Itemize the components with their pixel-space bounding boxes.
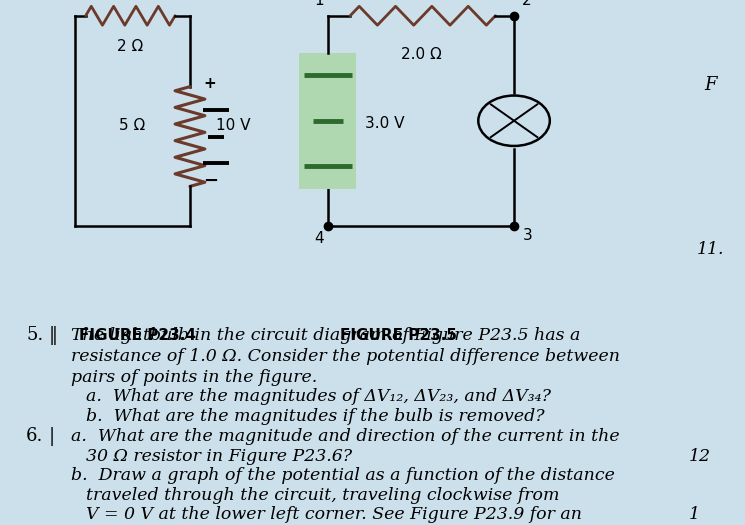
Text: resistance of 1.0 Ω. Consider the potential difference between: resistance of 1.0 Ω. Consider the potent…	[71, 348, 620, 365]
Text: pairs of points in the figure.: pairs of points in the figure.	[71, 369, 317, 386]
Text: The lightbulb in the circuit diagram of Figure P23.5 has a: The lightbulb in the circuit diagram of …	[71, 327, 580, 344]
Text: a.  What are the magnitude and direction of the current in the: a. What are the magnitude and direction …	[71, 428, 619, 445]
Text: FIGURE P23.5: FIGURE P23.5	[340, 328, 457, 343]
Text: traveled through the circuit, traveling clockwise from: traveled through the circuit, traveling …	[86, 487, 559, 504]
Text: F: F	[704, 77, 717, 94]
Text: −: −	[203, 172, 218, 190]
Text: 12: 12	[689, 448, 711, 465]
Text: 2 Ω: 2 Ω	[117, 39, 144, 55]
Text: FIGURE P23.4: FIGURE P23.4	[79, 328, 197, 343]
Text: 3.0 V: 3.0 V	[365, 116, 405, 131]
Text: +: +	[203, 77, 216, 91]
Text: V = 0 V at the lower left corner. See Figure P23.9 for an: V = 0 V at the lower left corner. See Fi…	[86, 507, 582, 523]
Text: 2.0 Ω: 2.0 Ω	[401, 47, 441, 62]
Text: ‖: ‖	[48, 327, 57, 345]
Text: 2: 2	[522, 0, 531, 8]
Text: 5.: 5.	[26, 326, 43, 344]
Text: b.  What are the magnitudes if the bulb is removed?: b. What are the magnitudes if the bulb i…	[86, 408, 545, 425]
Text: 1: 1	[689, 507, 700, 523]
Text: 4: 4	[314, 231, 324, 246]
Text: a.  What are the magnitudes of ΔV₁₂, ΔV₂₃, and ΔV₃₄?: a. What are the magnitudes of ΔV₁₂, ΔV₂₃…	[86, 388, 551, 405]
Text: 5 Ω: 5 Ω	[119, 119, 145, 133]
Text: |: |	[48, 427, 54, 446]
Text: 6.: 6.	[26, 427, 43, 445]
Text: 1: 1	[314, 0, 324, 8]
Text: b.  Draw a graph of the potential as a function of the distance: b. Draw a graph of the potential as a fu…	[71, 467, 615, 484]
Text: 30 Ω resistor in Figure P23.6?: 30 Ω resistor in Figure P23.6?	[86, 448, 352, 465]
Text: 3: 3	[523, 228, 533, 244]
Text: 11.: 11.	[697, 242, 724, 258]
Text: 10 V: 10 V	[216, 119, 250, 133]
FancyBboxPatch shape	[299, 52, 356, 189]
